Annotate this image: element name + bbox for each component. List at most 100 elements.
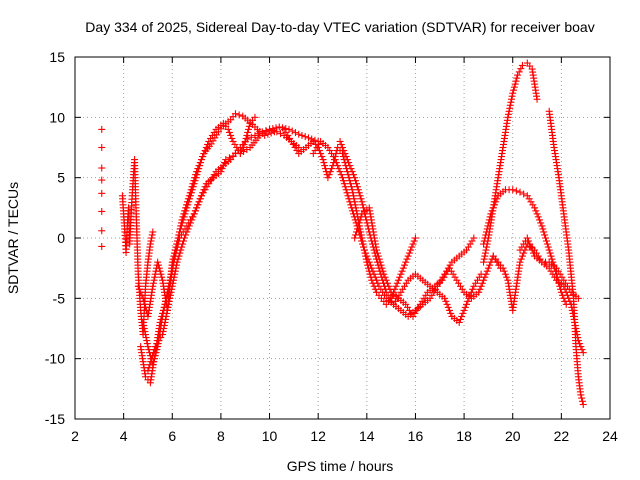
track-point [141, 328, 149, 336]
track-point [173, 261, 181, 269]
x-axis-label: GPS time / hours [287, 458, 394, 474]
track-point [525, 195, 533, 203]
track-point [147, 237, 155, 245]
track-point [391, 297, 399, 305]
track-point [163, 309, 171, 317]
x-tick-label: 24 [602, 428, 618, 444]
data-point [470, 282, 478, 290]
track-point [355, 219, 363, 227]
track-point [345, 195, 353, 203]
track-point [187, 219, 195, 227]
track-point [500, 267, 508, 275]
track-point [149, 352, 157, 360]
track-point [358, 237, 366, 245]
track-point [570, 315, 578, 323]
track-point [341, 150, 349, 158]
track-point [140, 297, 148, 305]
track-point [199, 153, 207, 161]
y-tick-label: -5 [53, 290, 66, 306]
track-point [376, 258, 384, 266]
track-point [451, 273, 459, 281]
track-point [447, 267, 455, 275]
data-point [397, 270, 405, 278]
data-point [455, 318, 463, 326]
track-point [576, 340, 584, 348]
track-point [174, 255, 182, 263]
track-point [486, 213, 494, 221]
track-point [366, 261, 374, 269]
track-point [398, 267, 406, 275]
track-point [225, 154, 233, 162]
track-point [147, 358, 155, 366]
track-point [396, 273, 404, 281]
track-point [371, 273, 379, 281]
track-point [578, 346, 586, 354]
track-point [547, 252, 555, 260]
track-point [563, 291, 571, 299]
track-point [501, 270, 509, 278]
track-point [326, 168, 334, 176]
track-point [146, 361, 154, 369]
track-point [189, 213, 197, 221]
x-tick-label: 2 [71, 428, 79, 444]
track-point [245, 122, 253, 130]
track-point [156, 267, 164, 275]
track-point [192, 171, 200, 179]
track-point [343, 189, 351, 197]
track-point [506, 101, 514, 109]
track-point [291, 129, 299, 137]
data-point [514, 71, 522, 79]
data-point [392, 282, 400, 290]
track-point [483, 243, 491, 251]
track-point [546, 249, 554, 257]
track-point [225, 128, 233, 136]
track-point [227, 131, 235, 139]
track-point [539, 225, 547, 233]
track-point [513, 74, 521, 82]
track-point [347, 165, 355, 173]
track-point [177, 222, 185, 230]
track-point [482, 246, 490, 254]
track-point [201, 183, 209, 191]
track-point [169, 279, 177, 287]
chart-title: Day 334 of 2025, Sidereal Day-to-day VTE… [85, 19, 594, 35]
track-point [517, 65, 525, 73]
track-point [568, 303, 576, 311]
track-point [142, 334, 150, 342]
track-point [178, 243, 186, 251]
track-point [340, 147, 348, 155]
data-point [185, 192, 193, 200]
track-point [143, 337, 151, 345]
data-point [309, 150, 317, 158]
track-point [346, 162, 354, 170]
track-point [395, 291, 403, 299]
track-point [247, 133, 255, 141]
track-point [409, 240, 417, 248]
track-point [276, 130, 284, 138]
track-point [493, 195, 501, 203]
track-point [362, 249, 370, 257]
track-point [137, 288, 145, 296]
data-point [331, 156, 339, 164]
data-point [538, 222, 546, 230]
track-point [311, 147, 319, 155]
track-point [518, 243, 526, 251]
data-point [516, 188, 524, 196]
track-point [485, 219, 493, 227]
track-point [348, 204, 356, 212]
track-point [568, 306, 576, 314]
track-point [282, 128, 290, 136]
x-tick-label: 20 [505, 428, 521, 444]
track-point [190, 177, 198, 185]
track-point [180, 210, 188, 218]
track-point [311, 136, 319, 144]
data-point [222, 156, 230, 164]
data-point [229, 137, 237, 145]
track-point [349, 207, 357, 215]
track-point [231, 140, 239, 148]
track-point [244, 125, 252, 133]
track-point [402, 279, 410, 287]
data-point [523, 234, 531, 242]
track-point [468, 237, 476, 245]
data-point [475, 288, 483, 296]
